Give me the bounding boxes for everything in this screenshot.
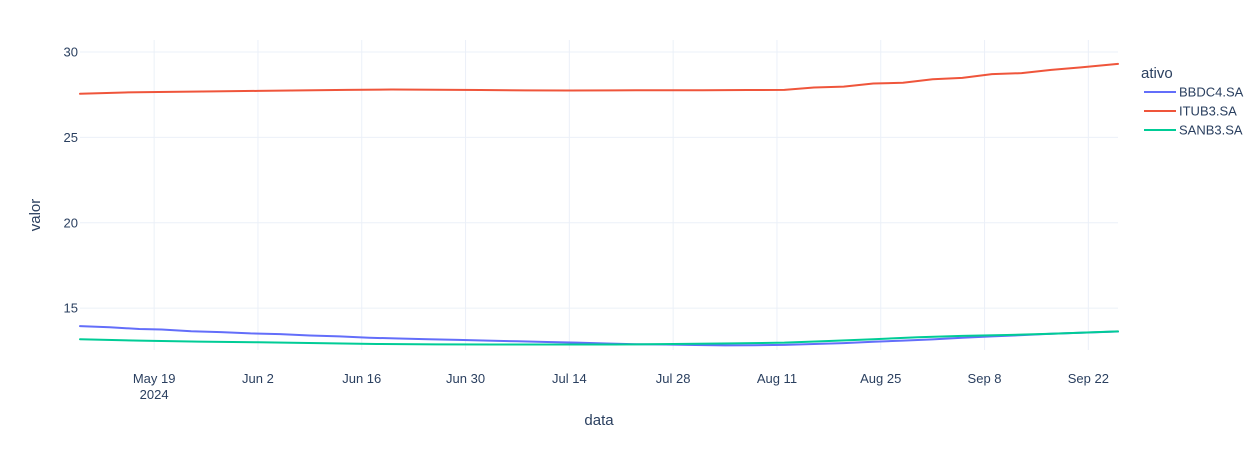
- x-tick-label: Aug 25: [860, 371, 901, 386]
- legend-label: SANB3.SA: [1179, 123, 1243, 138]
- x-tick-sublabel: 2024: [140, 387, 169, 402]
- legend-item[interactable]: ITUB3.SA: [1144, 104, 1237, 119]
- x-tick-label: May 19: [133, 371, 176, 386]
- x-tick-label: Sep 8: [968, 371, 1002, 386]
- grid-layer: [80, 40, 1118, 350]
- y-axis-title: valor: [27, 199, 44, 232]
- legend-items: BBDC4.SA ITUB3.SA SANB3.SA: [1144, 85, 1244, 138]
- x-tick-label: Jun 30: [446, 371, 485, 386]
- series-line-sanb3-sa[interactable]: [79, 330, 1119, 346]
- y-tick-label: 15: [64, 301, 78, 316]
- series-layer: [79, 62, 1119, 347]
- x-tick-label: Jun 16: [342, 371, 381, 386]
- x-tick-label: Jun 2: [242, 371, 274, 386]
- y-tick-label: 25: [64, 130, 78, 145]
- x-axis-title: data: [584, 412, 614, 429]
- legend-item[interactable]: BBDC4.SA: [1144, 85, 1244, 100]
- y-tick-label: 30: [64, 44, 78, 59]
- x-tick-label: Jul 28: [656, 371, 691, 386]
- legend-title: ativo: [1141, 65, 1173, 82]
- y-tick-label: 20: [64, 215, 78, 230]
- legend: ativo BBDC4.SA ITUB3.SA SANB3.SA: [1141, 65, 1244, 138]
- y-axis-ticks: 15 20 25 30: [64, 44, 78, 315]
- series-line-itub3-sa[interactable]: [79, 62, 1119, 95]
- x-tick-label: Sep 22: [1068, 371, 1109, 386]
- series-line-bbdc4-sa[interactable]: [79, 325, 1119, 347]
- x-tick-label: Jul 14: [552, 371, 587, 386]
- legend-label: BBDC4.SA: [1179, 85, 1244, 100]
- legend-label: ITUB3.SA: [1179, 104, 1237, 119]
- x-tick-label: Aug 11: [757, 371, 797, 386]
- legend-item[interactable]: SANB3.SA: [1144, 123, 1243, 138]
